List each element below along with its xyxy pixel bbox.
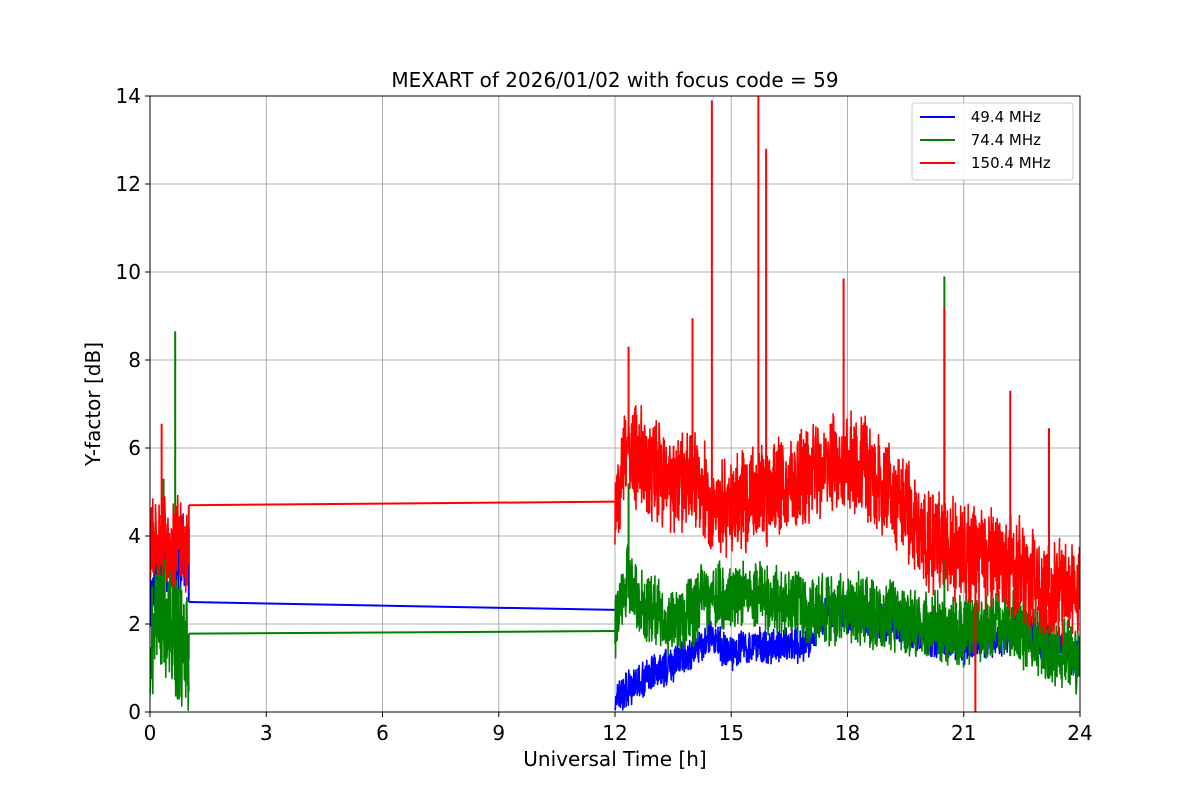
y-tick-label: 12 xyxy=(116,172,141,196)
x-tick-label: 3 xyxy=(260,721,273,745)
series-trace-segment xyxy=(614,543,1080,695)
chart-title: MEXART of 2026/01/02 with focus code = 5… xyxy=(391,68,838,92)
x-tick-label: 21 xyxy=(951,721,976,745)
series-trace-segment xyxy=(150,539,190,712)
y-tick-label: 2 xyxy=(128,612,141,636)
legend: 49.4 MHz 74.4 MHz 150.4 MHz xyxy=(911,102,1074,181)
x-tick-label: 18 xyxy=(835,721,860,745)
x-tick-label: 24 xyxy=(1067,721,1092,745)
legend-label-74mhz: 74.4 MHz xyxy=(966,131,1041,149)
legend-label-150mhz: 150.4 MHz xyxy=(971,154,1051,172)
gap-connector-line xyxy=(188,601,616,611)
y-tick-label: 14 xyxy=(116,84,141,108)
series-layer xyxy=(150,96,1080,712)
y-tick-label: 0 xyxy=(128,700,141,724)
y-tick-label: 4 xyxy=(128,524,141,548)
legend-label-49mhz: 49.4 MHz xyxy=(966,108,1041,126)
x-tick-label: 9 xyxy=(492,721,505,745)
legend-box xyxy=(911,102,1074,181)
x-tick-label: 15 xyxy=(719,721,744,745)
y-tick-label: 6 xyxy=(128,436,141,460)
series-trace-segment xyxy=(150,494,190,593)
gap-connector-line xyxy=(188,630,616,635)
y-tick-label: 8 xyxy=(128,348,141,372)
x-axis-label: Universal Time [h] xyxy=(523,747,706,771)
x-tick-label: 0 xyxy=(144,721,157,745)
x-tick-label: 12 xyxy=(602,721,627,745)
series-150-4-mhz xyxy=(150,96,1080,712)
gap-connector-line xyxy=(188,500,616,507)
y-axis-label: Y-factor [dB] xyxy=(81,342,105,467)
x-tick-label: 6 xyxy=(376,721,389,745)
y-tick-label: 10 xyxy=(116,260,141,284)
